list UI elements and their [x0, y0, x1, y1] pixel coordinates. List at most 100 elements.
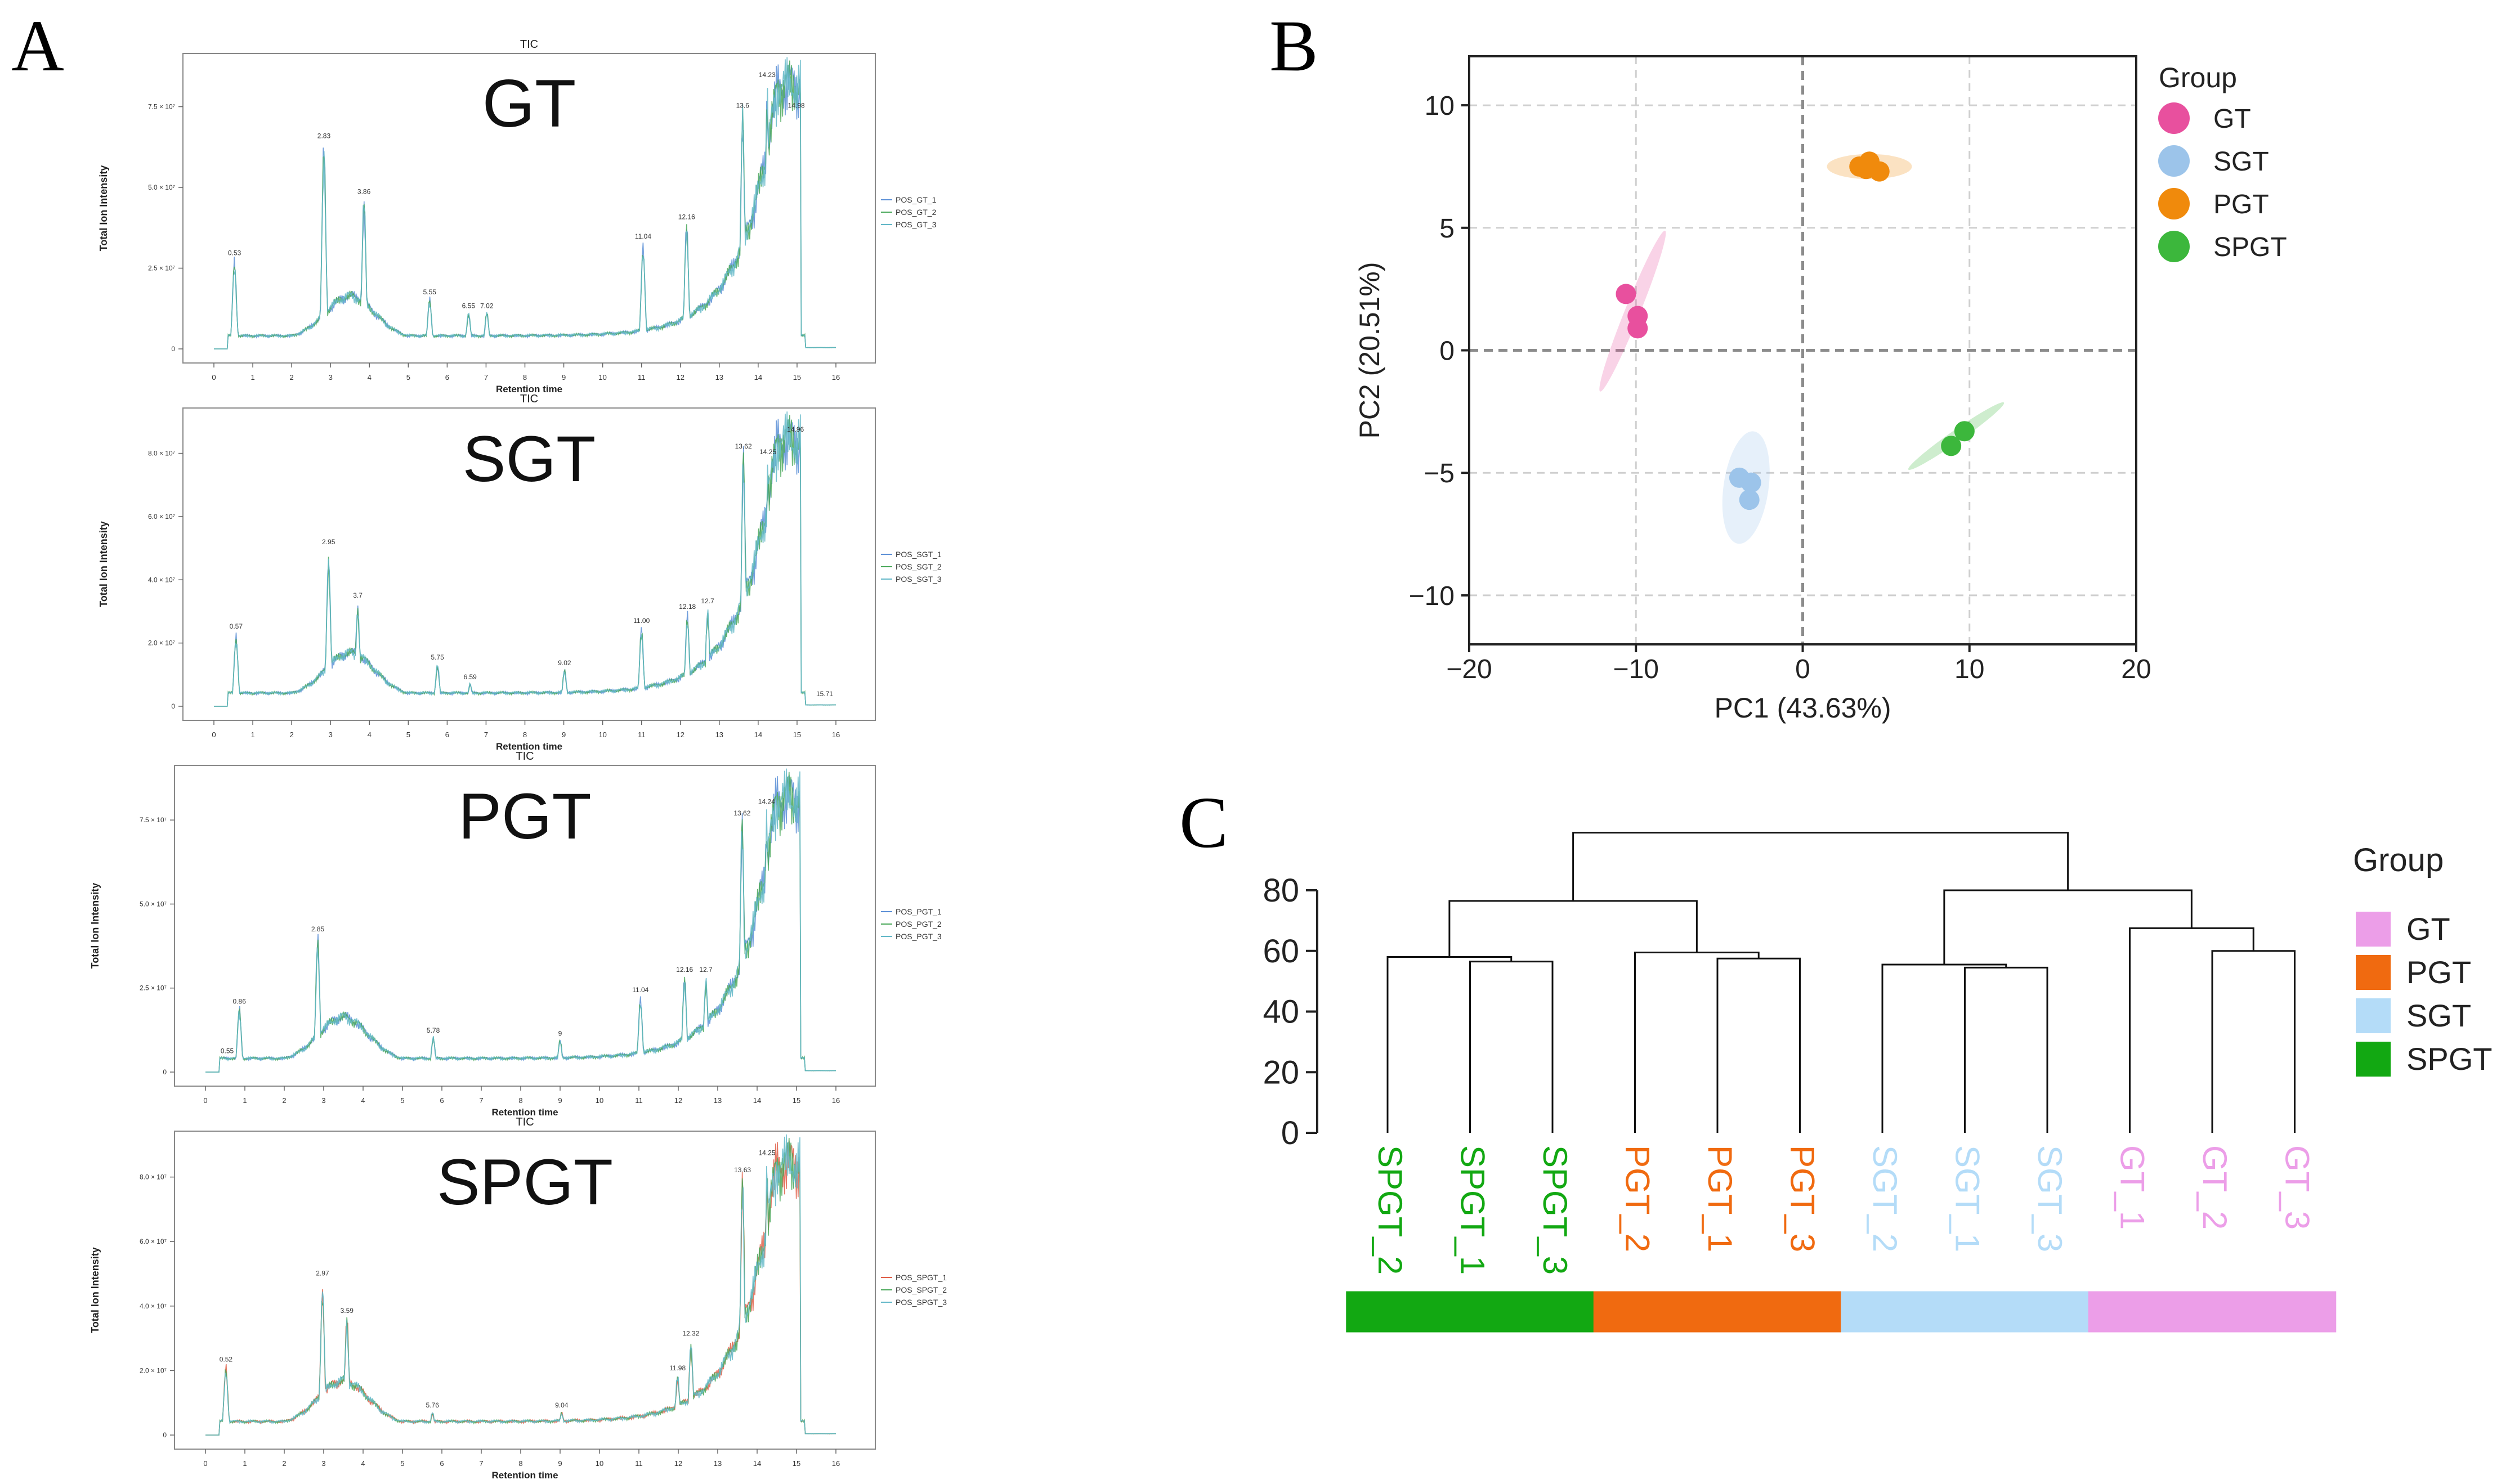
legend-entry: POS_SGT_3	[896, 575, 942, 584]
x-tick-label: 3	[329, 373, 333, 382]
peak-label: 12.16	[676, 966, 693, 974]
y-tick-label: 2.0 × 10⁷	[140, 1366, 167, 1374]
dendrogram-branch	[1881, 963, 2007, 1133]
tic-trace-3	[205, 1134, 836, 1436]
x-tick-label: 6	[440, 1459, 444, 1468]
y-tick-label: 60	[1263, 933, 1299, 970]
peak-label: 12.7	[701, 597, 714, 605]
leaf-label: GT_1	[2114, 1145, 2151, 1230]
legend-entry: SGT	[2213, 147, 2269, 177]
pca-point-spgt	[1954, 421, 1975, 442]
legend-swatch-gt	[2158, 102, 2190, 134]
x-tick-label: −10	[1613, 654, 1659, 684]
x-tick-label: 6	[445, 730, 449, 739]
dendrogram-branch	[1716, 957, 1801, 1133]
x-tick-label: 1	[250, 730, 254, 739]
legend-title: Group	[2159, 62, 2237, 93]
legend-entry: POS_GT_1	[896, 195, 937, 204]
x-tick-label: 13	[714, 1459, 722, 1468]
pca-point-sgt	[1739, 490, 1760, 510]
group-color-bar-cell	[2171, 1291, 2254, 1333]
peak-label: 5.55	[423, 288, 437, 296]
y-tick-label: 2.5 × 10⁷	[140, 984, 167, 992]
x-tick-label: 12	[677, 730, 684, 739]
peak-label: 14.25	[759, 448, 776, 456]
peak-label: 6.59	[463, 673, 477, 681]
x-tick-label: 6	[440, 1096, 444, 1105]
y-tick-label: 4.0 × 10⁷	[140, 1302, 167, 1310]
group-color-bar-cell	[1923, 1291, 2007, 1333]
legend-entry: GT	[2213, 104, 2251, 134]
tic-trace-3	[205, 768, 836, 1073]
dendrogram-branch	[2211, 950, 2296, 1133]
tic-trace-3	[214, 411, 836, 707]
x-tick-label: 5	[406, 730, 410, 739]
peak-label: 14.24	[758, 797, 775, 805]
tic-frame-pgt	[174, 765, 876, 1087]
x-tick-label: 12	[674, 1096, 682, 1105]
x-tick-label: 15	[793, 1096, 800, 1105]
leaf-label: SGT_2	[1866, 1145, 1904, 1252]
legend-entry: GT	[2406, 911, 2450, 947]
x-tick-label: 4	[368, 730, 372, 739]
peak-label: 2.95	[322, 538, 335, 546]
y-tick-label: 5.0 × 10⁷	[140, 900, 167, 908]
x-tick-label: 1	[250, 373, 254, 382]
x-tick-label: 15	[793, 730, 801, 739]
tic-title: TIC	[516, 1116, 534, 1128]
x-tick-label: 0	[212, 730, 216, 739]
sample-label-sgt: SGT	[463, 423, 596, 495]
sample-label-gt: GT	[482, 66, 576, 141]
peak-label: 11.00	[633, 617, 650, 625]
y-tick-label: 10	[1425, 91, 1455, 121]
y-tick-label: 2.5 × 10⁷	[148, 264, 175, 272]
x-tick-label: 5	[406, 373, 410, 382]
dendrogram-branch	[1634, 951, 1760, 1133]
peak-label: 12.18	[679, 603, 696, 611]
x-tick-label: 10	[1954, 654, 1984, 684]
leaf-label: SGT_1	[1949, 1145, 1986, 1252]
y-tick-label: 6.0 × 10⁷	[148, 513, 175, 521]
leaf-label: SPGT_3	[1536, 1145, 1574, 1275]
x-tick-label: 16	[832, 373, 840, 382]
sample-label-spgt: SPGT	[437, 1146, 613, 1218]
legend-entry: POS_GT_2	[896, 208, 937, 217]
x-axis-label: Retention time	[491, 1107, 558, 1118]
x-tick-label: 0	[203, 1096, 207, 1105]
y-axis-label: PC2 (20.51%)	[1354, 262, 1385, 438]
leaf-label: GT_3	[2279, 1145, 2316, 1230]
tic-title: TIC	[516, 750, 534, 763]
peak-label: 13.62	[735, 442, 752, 450]
peak-label: 12.7	[699, 966, 713, 974]
peak-label: 14.98	[788, 101, 805, 109]
x-tick-label: 10	[598, 730, 606, 739]
leaf-label: SPGT_2	[1371, 1145, 1409, 1275]
group-color-bar-cell	[1593, 1291, 1677, 1333]
dendrogram-branch	[2129, 927, 2254, 1133]
x-tick-label: 15	[793, 373, 801, 382]
y-tick-label: −10	[1409, 581, 1455, 611]
pca-point-pgt	[1856, 159, 1877, 180]
peak-label: 2.83	[317, 132, 331, 140]
peak-label: 11.04	[635, 232, 651, 240]
peak-label: 11.98	[669, 1364, 686, 1372]
peak-label: 5.78	[427, 1026, 440, 1034]
peak-label: 12.32	[682, 1330, 699, 1338]
y-tick-label: 80	[1263, 872, 1299, 909]
x-tick-label: 11	[638, 730, 646, 739]
leaf-label: PGT_3	[1784, 1145, 1822, 1252]
y-tick-label: 40	[1263, 994, 1299, 1030]
legend-title: Group	[2353, 842, 2444, 878]
x-tick-label: 14	[753, 1096, 761, 1105]
peak-label: 9.04	[555, 1401, 569, 1409]
tic-title: TIC	[520, 38, 538, 51]
x-tick-label: 3	[321, 1459, 325, 1468]
y-axis-label: Total Ion Intensity	[98, 521, 109, 607]
group-color-bar-cell	[1676, 1291, 1759, 1333]
x-axis-label: Retention time	[491, 1470, 558, 1481]
legend-entry: POS_PGT_1	[896, 907, 942, 916]
peak-label: 0.52	[220, 1356, 233, 1364]
panel-b-pca-scatter: −20 −10 0 10 20 −10 −5 0 5 10 PC1 (43.63%) PC2 (20.…	[1354, 55, 2287, 724]
y-tick-label: 6.0 × 10⁷	[140, 1238, 167, 1245]
x-tick-label: 8	[518, 1096, 522, 1105]
